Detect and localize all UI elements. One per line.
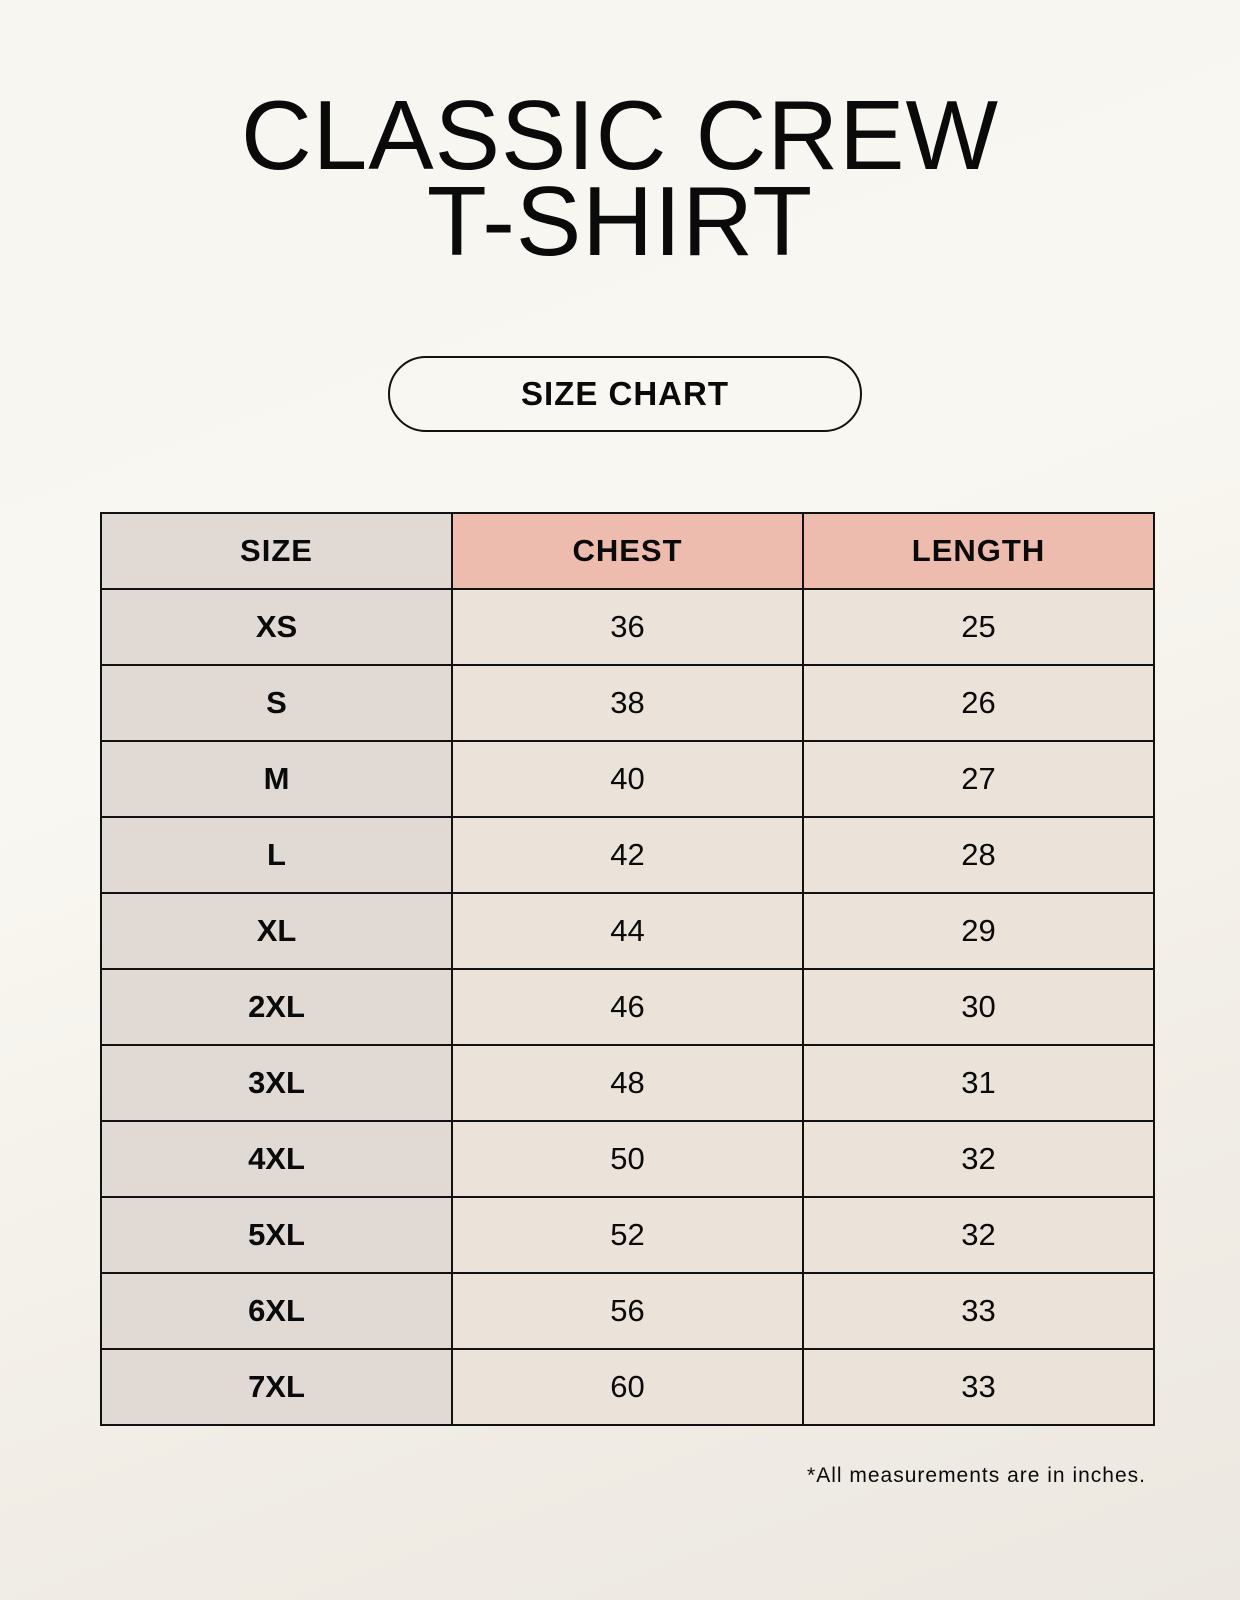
length-cell: 32 [802, 1196, 1155, 1274]
table-header-row: SIZE CHEST LENGTH [100, 512, 1155, 590]
table-row: 5XL 52 32 [100, 1196, 1155, 1274]
size-cell: L [100, 816, 453, 894]
chest-cell: 56 [451, 1272, 804, 1350]
table-row: 3XL 48 31 [100, 1044, 1155, 1122]
header-size: SIZE [100, 512, 453, 590]
table-row: 6XL 56 33 [100, 1272, 1155, 1350]
header-length: LENGTH [802, 512, 1155, 590]
chest-cell: 40 [451, 740, 804, 818]
table-row: 4XL 50 32 [100, 1120, 1155, 1198]
chest-cell: 50 [451, 1120, 804, 1198]
chest-cell: 60 [451, 1348, 804, 1426]
length-cell: 33 [802, 1272, 1155, 1350]
length-cell: 29 [802, 892, 1155, 970]
size-cell: XL [100, 892, 453, 970]
size-cell: XS [100, 588, 453, 666]
size-chart-badge: SIZE CHART [388, 356, 862, 432]
table-row: 2XL 46 30 [100, 968, 1155, 1046]
table-row: 7XL 60 33 [100, 1348, 1155, 1426]
size-cell: 5XL [100, 1196, 453, 1274]
size-cell: 7XL [100, 1348, 453, 1426]
table-row: L 42 28 [100, 816, 1155, 894]
length-cell: 31 [802, 1044, 1155, 1122]
table-row: XS 36 25 [100, 588, 1155, 666]
length-cell: 25 [802, 588, 1155, 666]
chest-cell: 36 [451, 588, 804, 666]
length-cell: 32 [802, 1120, 1155, 1198]
table-row: XL 44 29 [100, 892, 1155, 970]
length-cell: 27 [802, 740, 1155, 818]
size-cell: 2XL [100, 968, 453, 1046]
chest-cell: 44 [451, 892, 804, 970]
table-row: M 40 27 [100, 740, 1155, 818]
chest-cell: 42 [451, 816, 804, 894]
length-cell: 30 [802, 968, 1155, 1046]
page-title: CLASSIC CREW T-SHIRT [0, 80, 1240, 276]
chest-cell: 52 [451, 1196, 804, 1274]
chest-cell: 48 [451, 1044, 804, 1122]
length-cell: 26 [802, 664, 1155, 742]
title-line-1: CLASSIC CREW [240, 80, 999, 190]
size-cell: 4XL [100, 1120, 453, 1198]
length-cell: 33 [802, 1348, 1155, 1426]
size-cell: M [100, 740, 453, 818]
size-cell: 3XL [100, 1044, 453, 1122]
size-cell: S [100, 664, 453, 742]
title-line-2: T-SHIRT [426, 166, 814, 276]
chest-cell: 38 [451, 664, 804, 742]
size-table: SIZE CHEST LENGTH XS 36 25 S 38 26 M 40 27 L 42 28 X… [100, 512, 1155, 1426]
table-row: S 38 26 [100, 664, 1155, 742]
header-chest: CHEST [451, 512, 804, 590]
chest-cell: 46 [451, 968, 804, 1046]
footnote: *All measurements are in inches. [807, 1464, 1146, 1487]
size-cell: 6XL [100, 1272, 453, 1350]
length-cell: 28 [802, 816, 1155, 894]
